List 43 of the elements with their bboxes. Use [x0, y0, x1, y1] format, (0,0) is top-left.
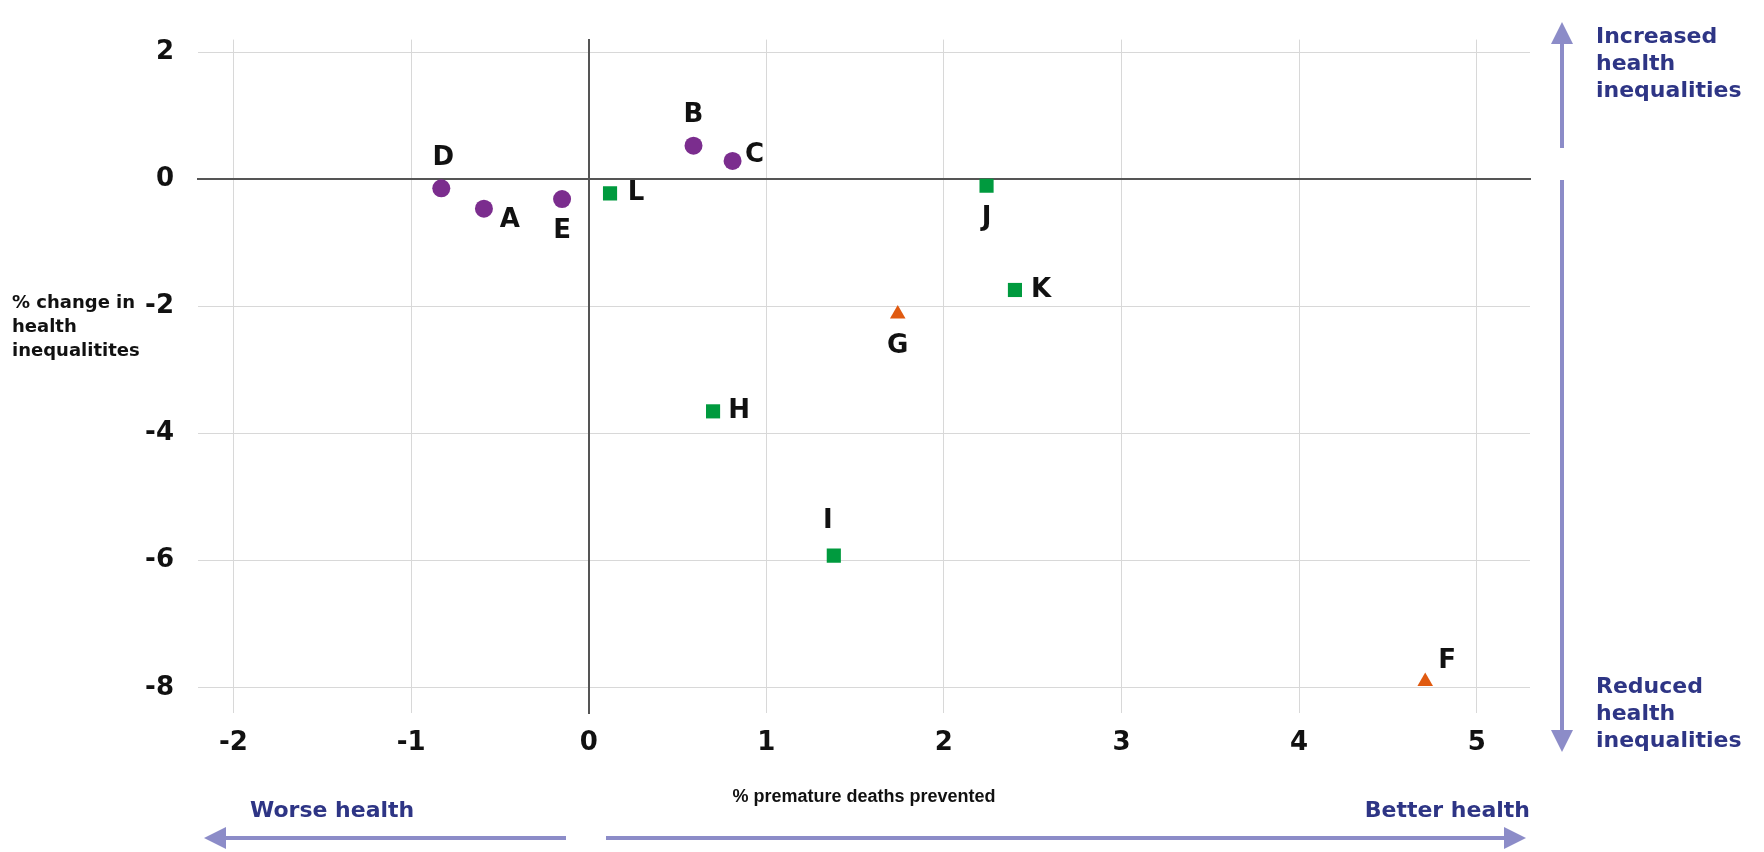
annotation: K — [1030, 272, 1052, 303]
y-tick-label: -6 — [145, 543, 174, 574]
text: Better health — [1363, 796, 1530, 823]
text: Increased health inequalities — [1596, 22, 1743, 103]
point — [553, 190, 572, 209]
point — [889, 305, 906, 319]
annotation: I — [822, 504, 833, 535]
x-tick-label: 2 — [934, 725, 953, 756]
text: Worse health — [250, 796, 416, 823]
point — [723, 151, 742, 170]
text: Reduced health inequalities — [1596, 672, 1743, 753]
y-tick-label: 0 — [155, 162, 174, 193]
y-tick-label: -2 — [145, 289, 174, 320]
annotation: J — [979, 200, 992, 231]
annotation: F — [1438, 644, 1457, 675]
point — [979, 178, 994, 193]
x-tick-label: -2 — [219, 725, 248, 756]
point — [602, 186, 618, 201]
x-tick-label: 4 — [1290, 725, 1309, 756]
annotation: D — [432, 141, 455, 172]
point — [1007, 282, 1023, 298]
x-axis-title: % premature deaths prevented — [732, 786, 996, 807]
y-axis-title: % change in health inequalitites — [12, 291, 140, 360]
y-tick-label: -4 — [145, 416, 174, 447]
annotation: A — [499, 203, 520, 234]
y-tick-label: 2 — [155, 35, 174, 66]
annotation: H — [728, 394, 750, 425]
point — [432, 179, 451, 198]
y-tick-label: -8 — [145, 670, 174, 701]
x-tick-label: 3 — [1112, 725, 1131, 756]
x-tick-label: -1 — [396, 725, 426, 756]
x-tick-label: 1 — [757, 725, 776, 756]
annotation: L — [627, 176, 645, 207]
annotation: B — [683, 98, 704, 129]
point — [705, 404, 721, 419]
annotation: C — [745, 137, 765, 168]
point — [684, 136, 703, 155]
point — [474, 199, 493, 218]
point — [826, 548, 841, 563]
x-tick-label: 0 — [579, 725, 598, 756]
x-tick-label: 5 — [1467, 725, 1486, 756]
annotation: G — [887, 328, 909, 359]
annotation: E — [553, 213, 571, 244]
